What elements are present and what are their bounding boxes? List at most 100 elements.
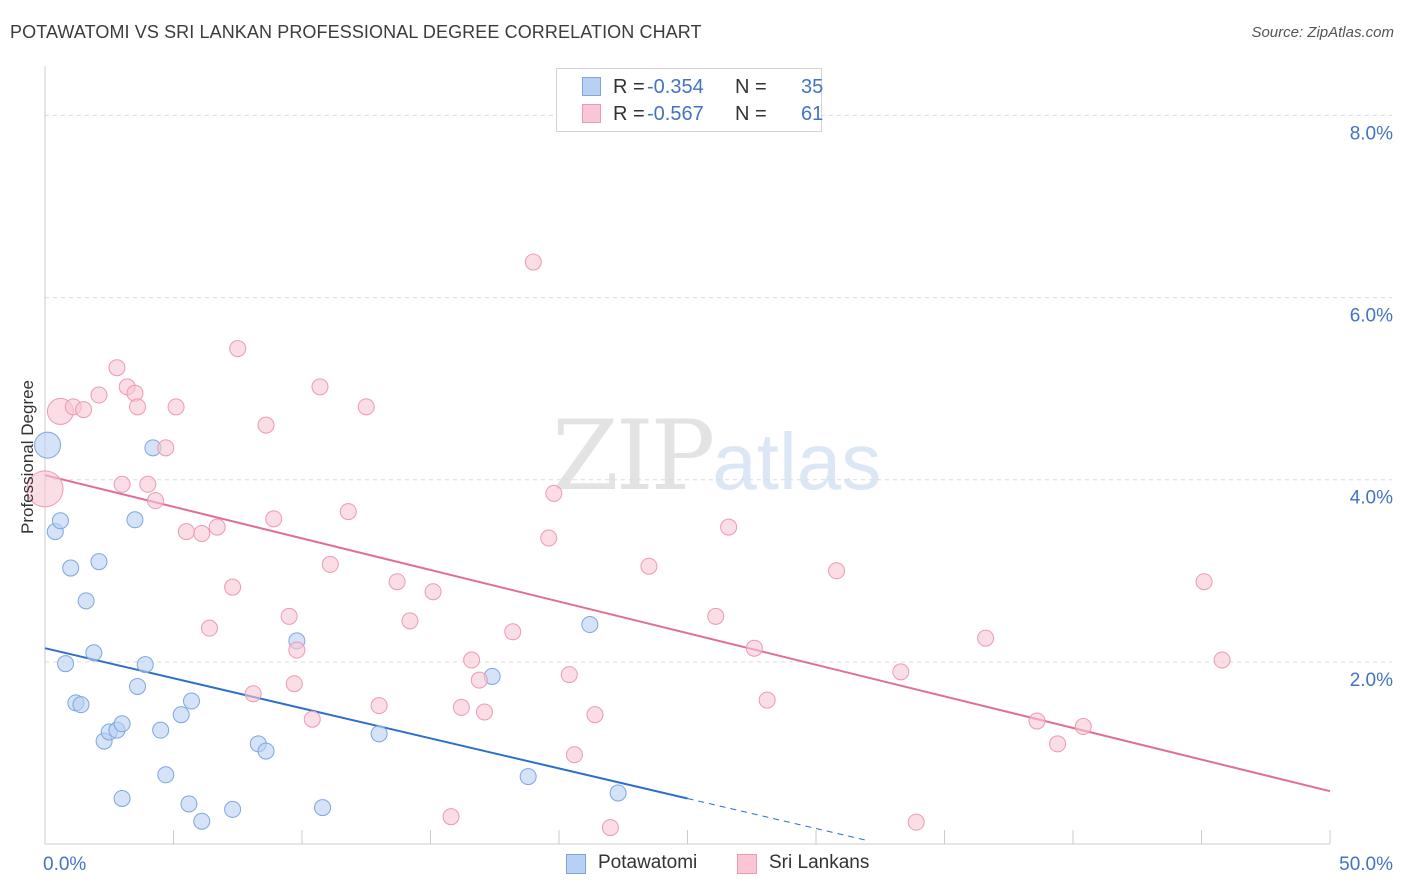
potawatomi-swatch bbox=[582, 77, 601, 96]
point-potawatomi bbox=[90, 553, 108, 571]
point-sri-lankans bbox=[224, 578, 242, 596]
point-sri-lankans bbox=[147, 492, 165, 510]
point-sri-lankans bbox=[640, 557, 658, 575]
point-sri-lankans bbox=[401, 612, 419, 630]
y-tick-label: 8.0% bbox=[1350, 123, 1393, 144]
point-sri-lankans bbox=[707, 607, 725, 625]
point-sri-lankans bbox=[265, 510, 283, 528]
point-sri-lankans bbox=[177, 523, 195, 541]
point-potawatomi bbox=[172, 706, 190, 724]
point-potawatomi bbox=[51, 512, 69, 530]
potawatomi-r-value: -0.354 bbox=[647, 76, 704, 98]
trend-lines bbox=[44, 474, 1331, 842]
point-sri-lankans bbox=[601, 819, 619, 837]
point-potawatomi bbox=[113, 789, 131, 807]
point-potawatomi bbox=[193, 812, 211, 830]
point-potawatomi bbox=[62, 559, 80, 577]
point-sri-lankans bbox=[1195, 573, 1213, 591]
point-sri-lankans bbox=[1049, 735, 1067, 753]
point-sri-lankans bbox=[157, 439, 175, 457]
point-potawatomi bbox=[85, 644, 103, 662]
point-sri-lankans bbox=[339, 503, 357, 521]
point-sri-lankans bbox=[200, 619, 218, 637]
point-sri-lankans bbox=[1074, 718, 1092, 736]
trend-line-sri-lankans bbox=[44, 474, 1331, 793]
gridlines bbox=[45, 114, 1392, 663]
point-potawatomi bbox=[136, 656, 154, 674]
point-sri-lankans bbox=[229, 340, 247, 358]
y-tick-label: 6.0% bbox=[1350, 306, 1393, 327]
point-sri-lankans bbox=[560, 666, 578, 684]
point-sri-lankans bbox=[892, 663, 910, 681]
point-potawatomi bbox=[157, 766, 175, 784]
point-sri-lankans bbox=[720, 518, 738, 536]
point-potawatomi bbox=[314, 799, 332, 817]
point-potawatomi bbox=[72, 696, 90, 714]
point-sri-lankans bbox=[388, 573, 406, 591]
point-potawatomi bbox=[257, 742, 275, 760]
point-potawatomi bbox=[113, 715, 131, 733]
point-sri-lankans bbox=[167, 398, 185, 416]
point-sri-lankans bbox=[357, 398, 375, 416]
point-sri-lankans bbox=[758, 691, 776, 709]
point-potawatomi bbox=[182, 692, 200, 710]
y-tick-label: 2.0% bbox=[1350, 670, 1393, 691]
legend-swatch-sri-lankans bbox=[737, 854, 757, 874]
sri-lankans-r-value: -0.567 bbox=[647, 103, 704, 125]
point-sri-lankans bbox=[280, 607, 298, 625]
point-potawatomi bbox=[77, 592, 95, 610]
point-sri-lankans bbox=[108, 359, 126, 377]
data-points bbox=[26, 253, 1231, 837]
point-sri-lankans bbox=[288, 641, 306, 659]
point-sri-lankans bbox=[311, 378, 329, 396]
point-sri-lankans bbox=[452, 698, 470, 716]
trend-extension-potawatomi bbox=[687, 797, 868, 842]
sri-lankans-swatch bbox=[582, 104, 601, 123]
point-sri-lankans bbox=[424, 583, 442, 601]
point-sri-lankans bbox=[303, 710, 321, 728]
point-sri-lankans bbox=[193, 524, 211, 542]
axes bbox=[44, 66, 1331, 845]
point-potawatomi bbox=[57, 655, 75, 673]
point-sri-lankans bbox=[463, 651, 481, 669]
point-sri-lankans bbox=[1028, 712, 1046, 730]
watermark-logo: ZIPatlas bbox=[552, 400, 882, 512]
point-sri-lankans bbox=[321, 555, 339, 573]
point-sri-lankans bbox=[586, 706, 604, 724]
point-sri-lankans bbox=[470, 671, 488, 689]
point-sri-lankans bbox=[113, 475, 131, 493]
point-potawatomi bbox=[34, 431, 62, 459]
legend-swatch-potawatomi bbox=[566, 854, 586, 874]
point-sri-lankans bbox=[139, 475, 157, 493]
trend-line-potawatomi bbox=[44, 647, 688, 800]
source-attribution: Source: ZipAtlas.com bbox=[1251, 24, 1394, 41]
y-tick-label: 4.0% bbox=[1350, 488, 1393, 509]
point-sri-lankans bbox=[285, 675, 303, 693]
sri-lankans-n-value: 61 bbox=[801, 103, 824, 125]
point-sri-lankans bbox=[745, 639, 763, 657]
point-sri-lankans bbox=[257, 416, 275, 434]
point-sri-lankans bbox=[75, 401, 93, 419]
point-potawatomi bbox=[519, 768, 537, 786]
point-sri-lankans bbox=[208, 518, 226, 536]
point-sri-lankans bbox=[442, 808, 460, 826]
tick-labels: 2.0% 4.0% 6.0% 8.0% 0.0% 50.0% bbox=[43, 123, 1393, 875]
point-sri-lankans bbox=[565, 746, 583, 764]
x-tick-label-min: 0.0% bbox=[43, 854, 86, 875]
point-sri-lankans bbox=[540, 529, 558, 547]
point-potawatomi bbox=[581, 616, 599, 634]
point-sri-lankans bbox=[475, 703, 493, 721]
point-potawatomi bbox=[224, 800, 242, 818]
point-sri-lankans bbox=[545, 484, 563, 502]
point-sri-lankans bbox=[504, 623, 522, 641]
x-tick-label-max: 50.0% bbox=[1339, 854, 1393, 875]
point-potawatomi bbox=[129, 677, 147, 695]
point-potawatomi bbox=[180, 795, 198, 813]
point-potawatomi bbox=[126, 511, 144, 529]
point-sri-lankans bbox=[524, 253, 542, 271]
y-axis-label: Professional Degree bbox=[18, 379, 37, 535]
point-sri-lankans bbox=[828, 562, 846, 580]
point-sri-lankans bbox=[244, 685, 262, 703]
stats-box: R = -0.354 N = 35 R = -0.567 N = 61 bbox=[556, 68, 824, 132]
